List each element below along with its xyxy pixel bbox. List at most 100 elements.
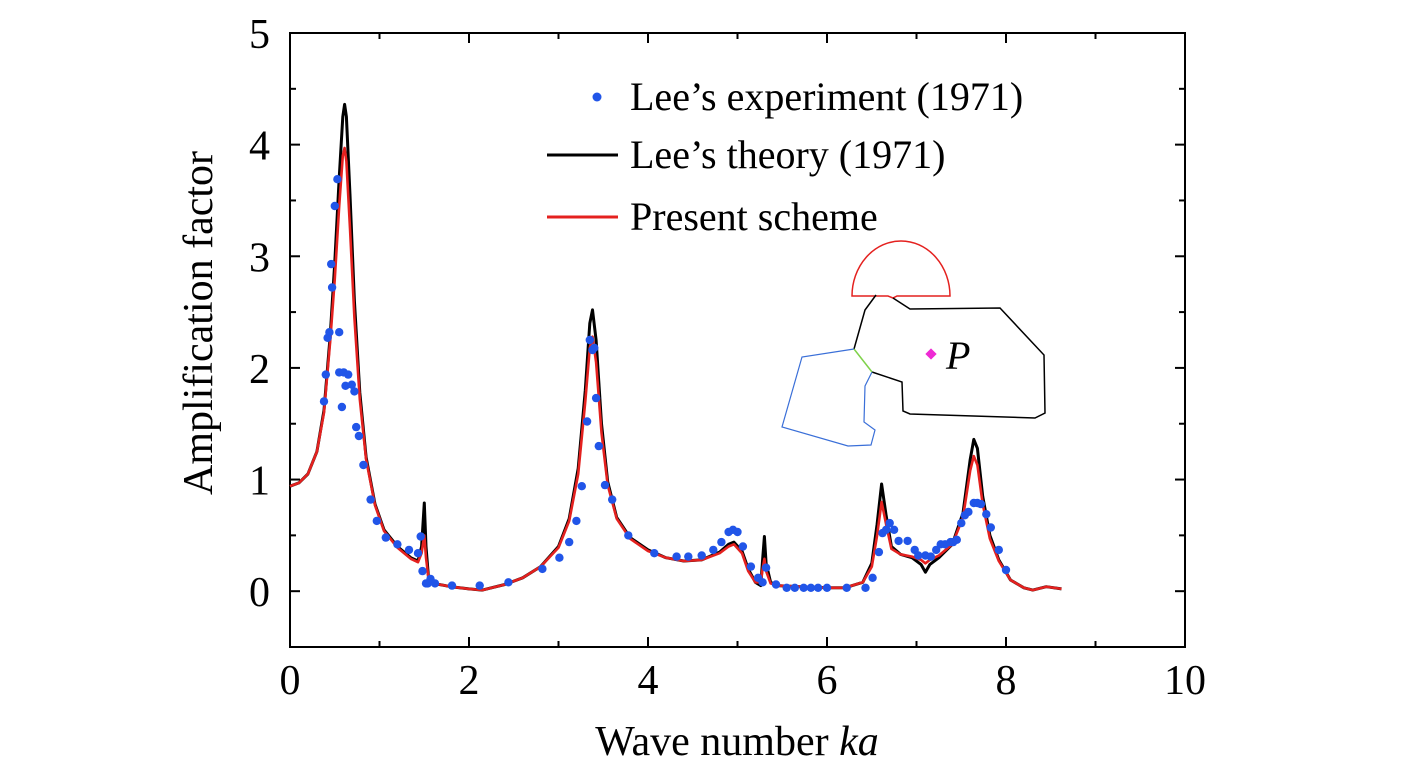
legend: Lee’s experiment (1971) Lee’s theory (19… xyxy=(547,74,1023,239)
data-point xyxy=(650,549,659,558)
data-point xyxy=(327,259,336,269)
data-point xyxy=(1001,565,1011,575)
x-axis-label: Wave number ka xyxy=(595,719,879,765)
data-point xyxy=(555,553,564,562)
data-point xyxy=(684,552,693,561)
data-point xyxy=(416,532,425,541)
y-tick-label: 2 xyxy=(249,347,270,393)
data-point xyxy=(822,583,832,592)
data-point xyxy=(341,381,350,390)
data-point xyxy=(330,201,339,211)
inset-basin-semicircle xyxy=(851,240,951,299)
legend-label-theory: Lee’s theory (1971) xyxy=(630,132,945,177)
data-point xyxy=(790,583,799,592)
harbor-inset-diagram: P xyxy=(781,240,1046,447)
inset-connector-line xyxy=(853,348,873,373)
data-point xyxy=(504,578,513,587)
data-point xyxy=(806,583,816,592)
series-layer xyxy=(289,102,1062,592)
data-point xyxy=(874,547,884,557)
data-point xyxy=(572,516,581,526)
x-tick-label: 4 xyxy=(638,658,659,704)
data-point xyxy=(327,283,337,292)
x-tick-label: 2 xyxy=(459,658,480,704)
data-point xyxy=(868,573,877,582)
data-point xyxy=(344,370,353,379)
data-point xyxy=(565,537,574,547)
data-point xyxy=(475,581,484,590)
data-point xyxy=(709,545,718,555)
inset-channel-outline xyxy=(781,348,876,447)
data-point xyxy=(986,523,995,532)
data-point xyxy=(447,581,457,590)
data-point xyxy=(733,527,742,537)
x-tick-label: 10 xyxy=(1164,658,1206,704)
data-point xyxy=(608,495,617,504)
x-axis-label-italic: ka xyxy=(839,719,879,765)
data-point xyxy=(404,545,414,555)
data-point xyxy=(842,583,851,592)
data-point xyxy=(952,535,961,544)
plot-frame xyxy=(289,32,1186,648)
data-point xyxy=(697,551,706,560)
data-point xyxy=(359,460,368,470)
data-point xyxy=(957,518,966,528)
y-axis-label: Amplification factor xyxy=(176,151,222,495)
data-point xyxy=(325,328,334,337)
data-point xyxy=(413,549,423,558)
inset-point-p-label: P xyxy=(945,333,970,378)
y-tick-label: 5 xyxy=(249,12,270,58)
data-point xyxy=(894,536,903,546)
inset-point-p-marker xyxy=(925,348,937,360)
data-point xyxy=(585,335,594,345)
series-points-lee-experiment xyxy=(319,175,1011,592)
data-point xyxy=(964,507,973,517)
data-point xyxy=(335,328,344,337)
data-point xyxy=(932,545,941,555)
x-tick-label: 8 xyxy=(996,658,1017,704)
data-point xyxy=(319,397,329,406)
data-point xyxy=(577,482,586,491)
axis-ticks xyxy=(289,32,1186,648)
data-point xyxy=(354,431,364,441)
data-point xyxy=(782,583,791,592)
data-point xyxy=(738,542,748,551)
data-point xyxy=(372,516,381,526)
data-point xyxy=(381,533,390,542)
data-point xyxy=(600,480,610,490)
inset-harbor-outline xyxy=(853,294,1046,419)
data-point xyxy=(813,583,823,592)
y-tick-label: 4 xyxy=(249,124,270,170)
x-axis-label-text: Wave number xyxy=(595,719,828,765)
y-tick-label: 1 xyxy=(249,459,270,505)
data-point xyxy=(591,393,601,403)
data-point xyxy=(333,175,342,184)
data-point xyxy=(624,531,633,540)
data-point xyxy=(926,552,935,561)
data-point xyxy=(889,525,899,534)
data-point xyxy=(594,441,603,451)
data-point xyxy=(881,525,891,534)
data-point xyxy=(914,551,923,560)
data-point xyxy=(746,562,756,571)
data-point xyxy=(430,579,440,588)
data-point xyxy=(538,564,547,574)
data-point xyxy=(582,417,592,426)
x-tick-label: 0 xyxy=(280,658,301,704)
data-point xyxy=(799,583,808,592)
data-point xyxy=(771,580,781,589)
tick-labels: 0 2 4 6 8 10 0 1 2 3 4 5 xyxy=(249,12,1206,704)
data-point xyxy=(321,370,330,379)
legend-label-present: Present scheme xyxy=(630,194,878,239)
y-tick-label: 3 xyxy=(249,235,270,281)
data-point xyxy=(393,540,402,549)
legend-marker-experiment xyxy=(592,92,602,102)
data-point xyxy=(672,552,681,561)
data-point xyxy=(347,380,356,389)
data-point xyxy=(352,422,361,432)
data-point xyxy=(337,402,347,412)
data-point xyxy=(903,536,912,546)
data-point xyxy=(418,566,427,576)
data-point xyxy=(758,578,767,587)
